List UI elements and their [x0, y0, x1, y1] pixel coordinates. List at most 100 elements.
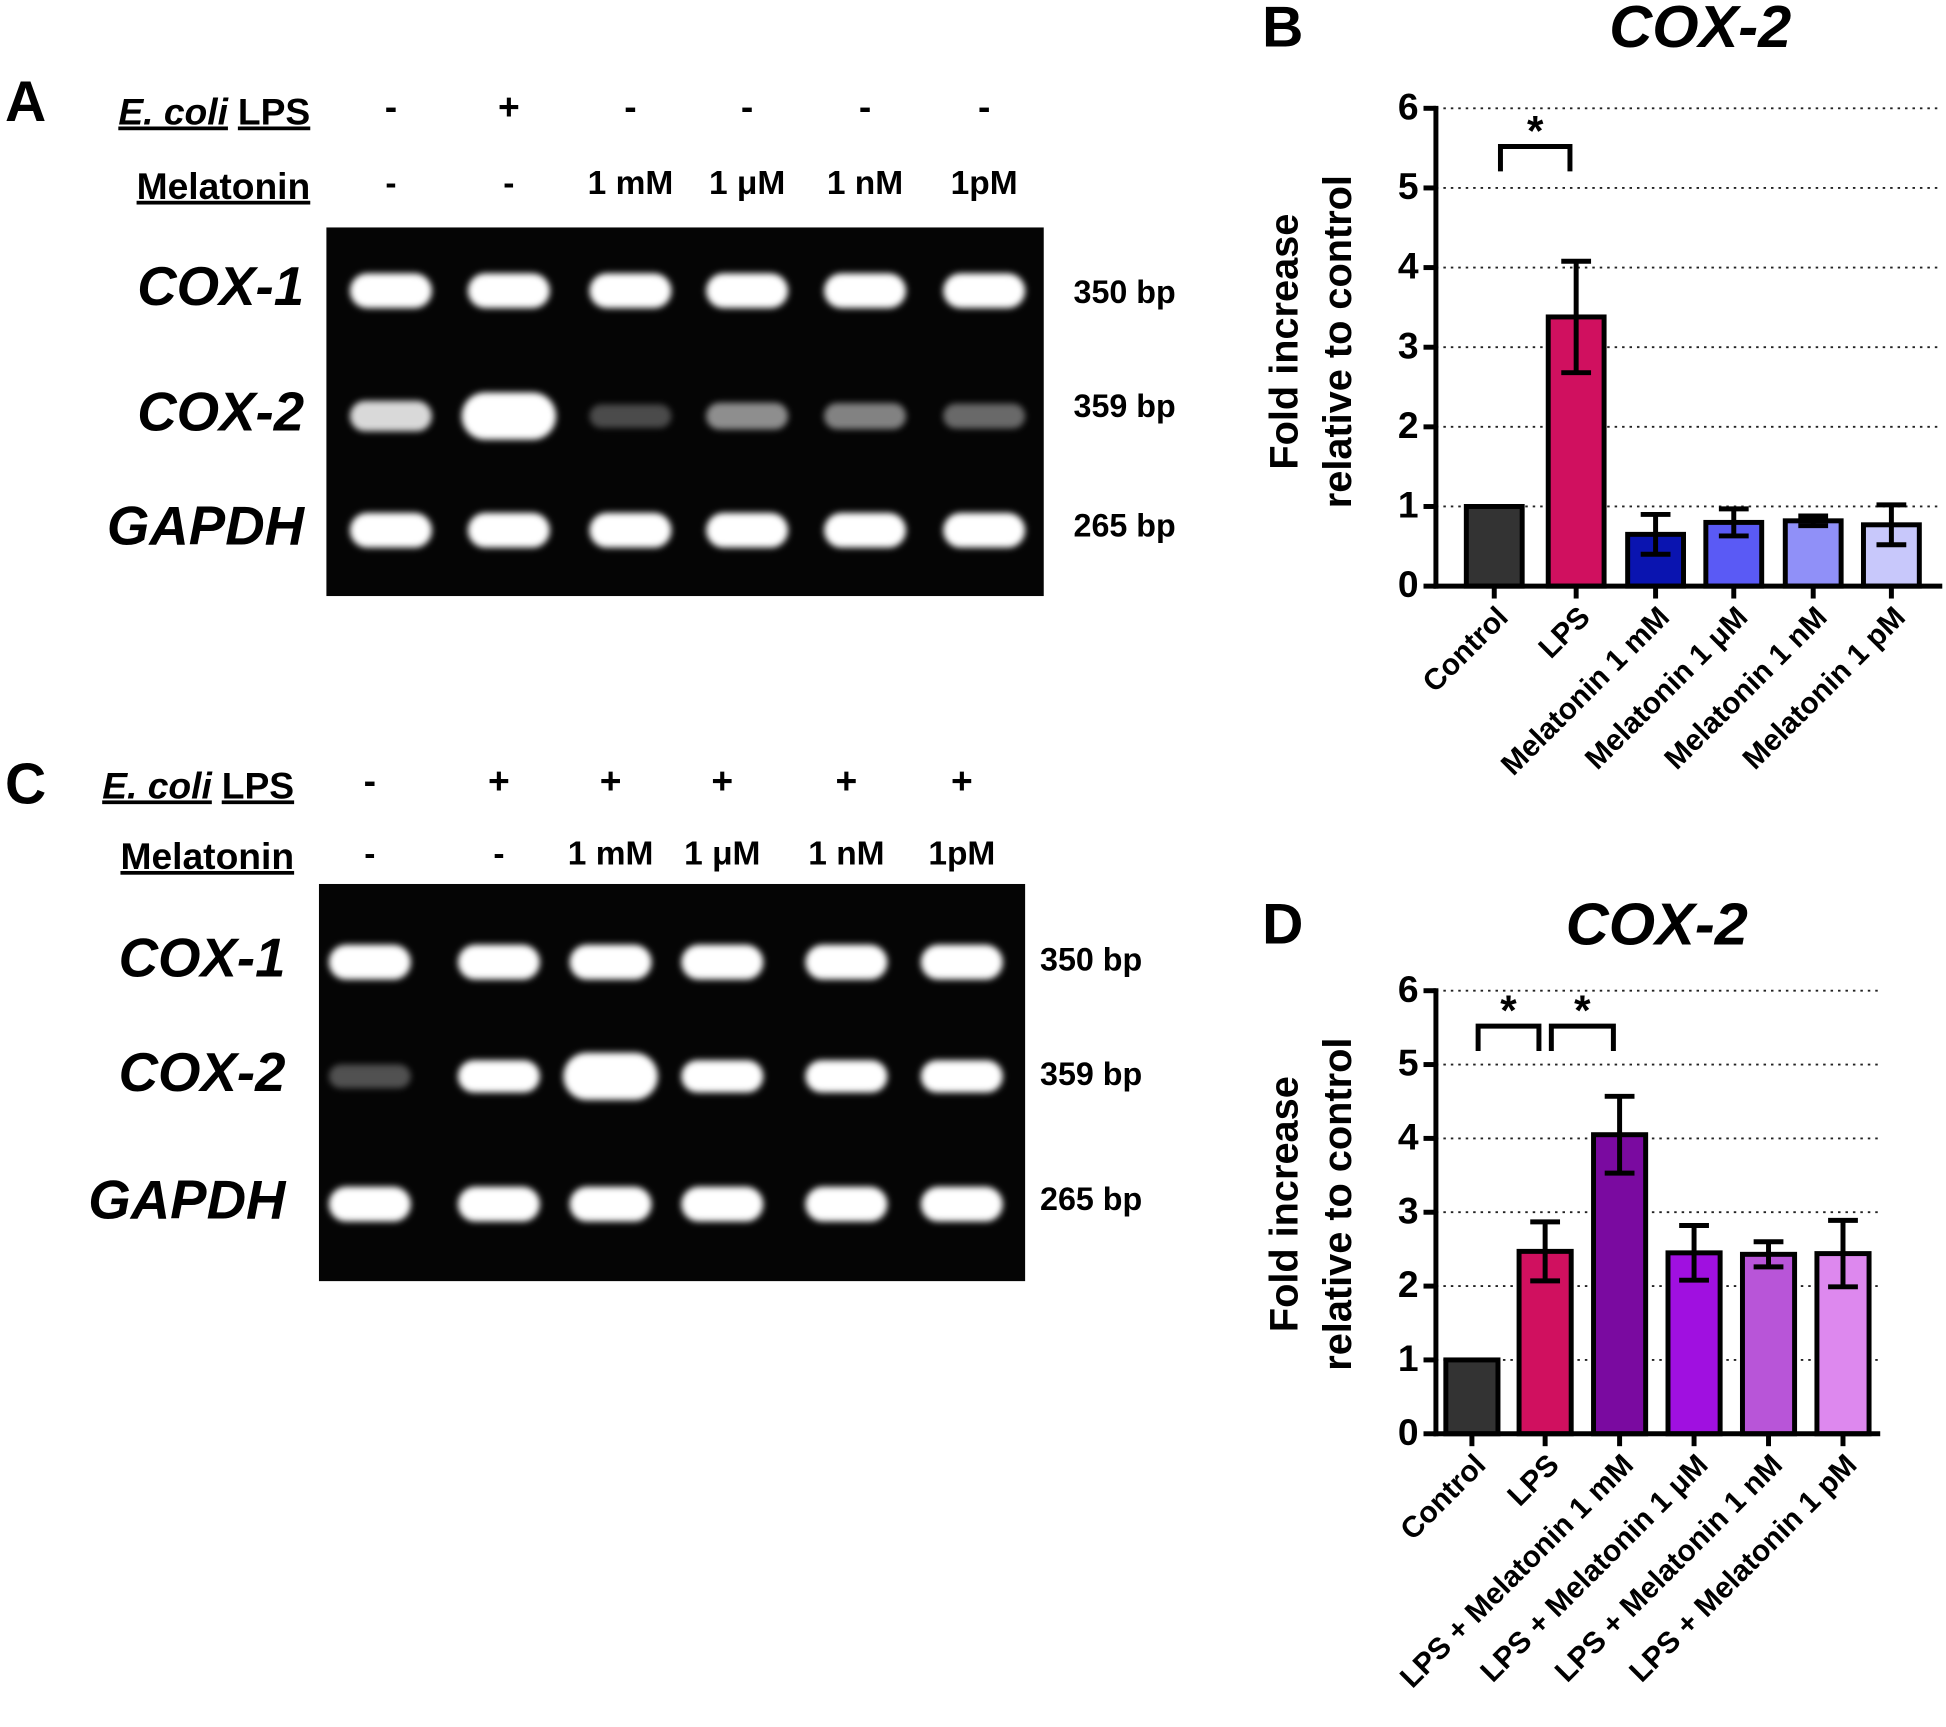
y-tick-label: 3: [1398, 1189, 1419, 1231]
lane-label: -: [624, 85, 636, 127]
bar: [1463, 504, 1525, 589]
gel-band: [457, 1186, 540, 1222]
gel-band: [461, 392, 556, 440]
gel-band: [681, 1060, 764, 1093]
gel-band: [920, 1060, 1003, 1093]
lane-label: 1 nM: [827, 165, 903, 202]
lane-label: -: [859, 85, 871, 127]
gel-band: [943, 273, 1026, 309]
gel-image: [326, 227, 1044, 597]
bar: [1665, 1250, 1723, 1437]
row-header: Melatonin: [137, 165, 311, 207]
gene-label: COX-2: [119, 1042, 286, 1103]
gel-image: [318, 883, 1026, 1282]
significance-star: *: [1527, 107, 1544, 154]
bar: [1443, 1357, 1501, 1437]
lane-label: -: [493, 835, 504, 872]
gel-band: [706, 273, 789, 309]
y-axis-label: Fold increase: [1262, 1076, 1306, 1332]
gel-band: [824, 512, 906, 548]
y-tick-label: 5: [1398, 165, 1419, 207]
band-size: 265 bp: [1074, 507, 1176, 543]
row-header: Melatonin: [120, 835, 294, 877]
x-tick-label: LPS: [1532, 601, 1596, 665]
gel-band: [824, 273, 906, 309]
y-tick-label: 4: [1398, 1115, 1419, 1157]
panel-label: A: [5, 70, 46, 134]
row-header: E. coli LPS: [118, 90, 310, 132]
gel-band: [328, 944, 411, 980]
y-tick-label: 2: [1398, 404, 1419, 446]
gel-band: [328, 1186, 411, 1222]
gel-band: [589, 512, 672, 548]
lane-label: +: [498, 85, 520, 127]
header-text: LPS: [222, 764, 294, 806]
chart-title: COX-2: [1566, 890, 1748, 957]
lane-label: +: [600, 759, 622, 801]
band-size: 350 bp: [1040, 942, 1142, 978]
lane-label: -: [364, 759, 376, 801]
significance-star: *: [1500, 987, 1517, 1034]
lane-label: -: [385, 85, 397, 127]
x-tick-label: Control: [1394, 1448, 1492, 1546]
gene-label: GAPDH: [107, 496, 306, 557]
lane-label: 1 mM: [568, 835, 654, 872]
lane-label: 1pM: [928, 835, 995, 872]
band-size: 350 bp: [1074, 274, 1176, 310]
gene-label: COX-2: [137, 382, 304, 443]
gene-label: COX-1: [137, 256, 304, 317]
lane-label: 1 μM: [709, 165, 785, 202]
gene-label: GAPDH: [88, 1170, 287, 1231]
y-tick-label: 6: [1398, 968, 1419, 1010]
y-tick-label: 1: [1398, 1337, 1419, 1379]
y-tick-label: 1: [1398, 484, 1419, 526]
gel-band: [467, 273, 550, 309]
lane-label: -: [503, 165, 514, 202]
gel-band: [805, 1186, 888, 1222]
y-tick-label: 3: [1398, 324, 1419, 366]
x-tick-label: LPS: [1501, 1448, 1565, 1512]
gel-band: [349, 512, 432, 548]
y-tick-label: 2: [1398, 1263, 1419, 1305]
gel-band: [563, 1052, 658, 1100]
panel-label: B: [1262, 0, 1303, 59]
band-size: 359 bp: [1040, 1056, 1142, 1092]
y-tick-label: 0: [1398, 563, 1419, 605]
significance-star: *: [1574, 987, 1591, 1034]
gel-band: [681, 944, 764, 980]
row-header: E. coli LPS: [102, 764, 294, 806]
bar: [1591, 1132, 1649, 1437]
gel-band: [349, 273, 432, 309]
lane-label: 1pM: [951, 165, 1018, 202]
chart-title: COX-2: [1609, 0, 1791, 60]
gel-band: [457, 944, 540, 980]
y-axis-label: relative to control: [1316, 175, 1360, 508]
significance-bracket: [1548, 1023, 1616, 1051]
lane-label: -: [741, 85, 753, 127]
gel-band: [349, 400, 432, 432]
y-axis-label: relative to control: [1316, 1038, 1360, 1371]
lane-label: +: [951, 759, 973, 801]
lane-label: -: [978, 85, 990, 127]
gel-band: [589, 273, 672, 309]
gel-band: [943, 512, 1026, 548]
lane-label: 1 mM: [588, 165, 674, 202]
gel-band: [569, 1186, 652, 1222]
significance-bracket: [1497, 144, 1573, 172]
gel-band: [824, 403, 906, 430]
gene-label: COX-1: [119, 928, 286, 989]
gel-band: [920, 1186, 1003, 1222]
gel-band: [457, 1060, 540, 1093]
y-tick-label: 4: [1398, 245, 1419, 287]
gel-band: [467, 512, 550, 548]
bar: [1782, 518, 1844, 589]
lane-label: -: [364, 835, 375, 872]
gel-band: [805, 1060, 888, 1093]
gel-band: [569, 944, 652, 980]
gel-band: [328, 1064, 411, 1089]
y-tick-label: 6: [1398, 85, 1419, 127]
lane-label: +: [711, 759, 733, 801]
gel-band: [589, 404, 672, 428]
panel-label: D: [1262, 893, 1303, 957]
